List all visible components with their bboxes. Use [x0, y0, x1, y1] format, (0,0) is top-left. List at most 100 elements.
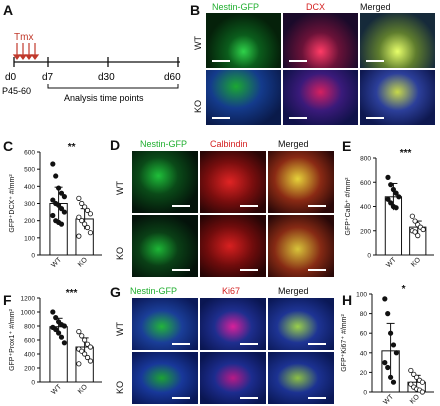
row-label-ko: KO: [115, 380, 125, 394]
y-tick-label: 500: [24, 167, 35, 174]
data-point: [50, 212, 56, 219]
analysis-bracket: [47, 84, 179, 89]
data-point: [58, 221, 65, 227]
data-point: [58, 334, 65, 340]
data-point: [393, 190, 399, 196]
data-point: [412, 229, 418, 235]
data-point: [76, 361, 82, 367]
panel-f: F 0 200 400 600 800 1000 1200 GFP⁺Prox1⁺ #/mm² W…: [0, 280, 110, 406]
micrograph-b-wt-merged: [360, 13, 435, 68]
micrograph-b-wt-gfp: [206, 13, 281, 68]
chart-c: 0 100 200 300 400 500 600 GFP⁺DCX⁺ #/mm² WT KO **: [9, 142, 102, 269]
data-point: [55, 202, 62, 208]
data-point: [84, 207, 91, 213]
panel-b: B Nestin-GFP DCX Merged WT KO: [190, 0, 440, 130]
micrograph-g-ko-gfp: [132, 352, 198, 404]
row-label-wt: WT: [115, 322, 125, 336]
micrograph-g-wt-gfp: [132, 298, 198, 350]
y-tick-label: 100: [24, 235, 35, 242]
data-point: [58, 206, 65, 212]
y-tick-label: 0: [363, 390, 367, 397]
data-point: [82, 337, 88, 343]
micrograph-g-ko-merged: [268, 352, 334, 404]
panel-letter: E: [342, 138, 352, 154]
data-point: [412, 218, 418, 224]
data-point: [396, 194, 402, 200]
y-tick-label: 0: [31, 380, 35, 387]
data-point: [55, 330, 62, 336]
significance-label: ***: [66, 288, 78, 299]
tmx-label: Tmx: [14, 32, 33, 43]
micrograph-b-ko-dcx: [283, 70, 358, 125]
chart-h: 0 20 40 60 80 100 GFP⁺Ki67⁺ #/mm² WT KO *: [341, 284, 434, 406]
panel-h: H 0 20 40 60 80 100 GFP⁺Ki67⁺ #/mm² WT KO *: [340, 280, 440, 406]
x-tick-label: KO: [410, 256, 422, 268]
data-point: [87, 230, 94, 236]
data-point: [58, 190, 65, 196]
y-tick-label: 1200: [21, 296, 36, 303]
y-tick-label: 1000: [21, 310, 36, 317]
data-point: [388, 182, 394, 188]
timepoint-label: d30: [98, 72, 115, 83]
micrograph-g-wt-ki67: [200, 298, 266, 350]
data-point: [393, 205, 399, 211]
micrograph-d-wt-calbindin: [200, 151, 266, 213]
data-point: [419, 389, 426, 395]
panel-letter: D: [110, 137, 121, 153]
micrograph-d-wt-merged: [268, 151, 334, 213]
y-tick-label: 200: [24, 218, 35, 225]
data-point: [61, 340, 67, 346]
micrograph-g-wt-merged: [268, 298, 334, 350]
panel-e: E 0 200 400 600 800 GFP⁺Calb⁺ #/mm² WT KO ***: [340, 130, 440, 280]
micrograph-b-ko-gfp: [206, 70, 281, 125]
data-point: [55, 185, 62, 191]
y-tick-label: 400: [360, 204, 371, 211]
header-calbindin: Calbindin: [210, 139, 248, 149]
row-label-ko: KO: [115, 246, 125, 260]
data-point: [390, 379, 397, 385]
timepoint-label: d60: [164, 72, 181, 83]
data-point: [76, 233, 82, 239]
data-point: [419, 379, 426, 385]
x-tick-label: KO: [409, 393, 421, 405]
y-tick-label: 600: [360, 180, 371, 187]
panel-letter: C: [3, 138, 14, 154]
micrograph-d-wt-gfp: [132, 151, 198, 213]
micrograph-g-ko-ki67: [200, 352, 266, 404]
data-point: [390, 342, 397, 348]
data-point: [84, 354, 91, 361]
data-point: [388, 200, 394, 206]
data-point: [50, 197, 56, 203]
micrograph-d-ko-merged: [268, 215, 334, 277]
data-point: [76, 195, 82, 201]
micrograph-d-ko-gfp: [132, 215, 198, 277]
panel-letter: A: [3, 2, 14, 18]
data-point: [79, 333, 85, 339]
data-point: [387, 330, 394, 336]
data-point: [53, 314, 59, 321]
data-point: [61, 323, 67, 329]
panel-letter: H: [342, 292, 353, 308]
y-tick-label: 600: [24, 338, 35, 345]
header-nestin-gfp: Nestin-GFP: [140, 139, 188, 149]
y-tick-label: 100: [356, 292, 367, 299]
x-tick-label: KO: [77, 256, 89, 268]
micrograph-b-ko-merged: [360, 70, 435, 125]
y-tick-label: 400: [24, 352, 35, 359]
header-nestin-gfp: Nestin-GFP: [212, 2, 260, 12]
data-point: [382, 296, 388, 302]
data-point: [76, 214, 82, 220]
data-point: [53, 326, 59, 333]
y-tick-label: 600: [24, 150, 35, 157]
data-point: [50, 309, 56, 315]
micrograph-d-ko-calbindin: [200, 215, 266, 277]
panel-c: C 0 100 200 300 400 500 600 GFP⁺DCX⁺ #/mm² WT KO *…: [0, 130, 110, 280]
data-point: [79, 200, 85, 207]
data-point: [53, 173, 59, 179]
y-tick-label: 0: [31, 253, 35, 260]
data-point: [61, 209, 67, 215]
timeline-diagram: Tmx d0 d7 d30 d60 P45-60 Analysis time p…: [2, 32, 181, 103]
x-tick-label: WT: [385, 256, 398, 269]
row-label-wt: WT: [115, 181, 125, 195]
age-label: P45-60: [2, 86, 31, 96]
